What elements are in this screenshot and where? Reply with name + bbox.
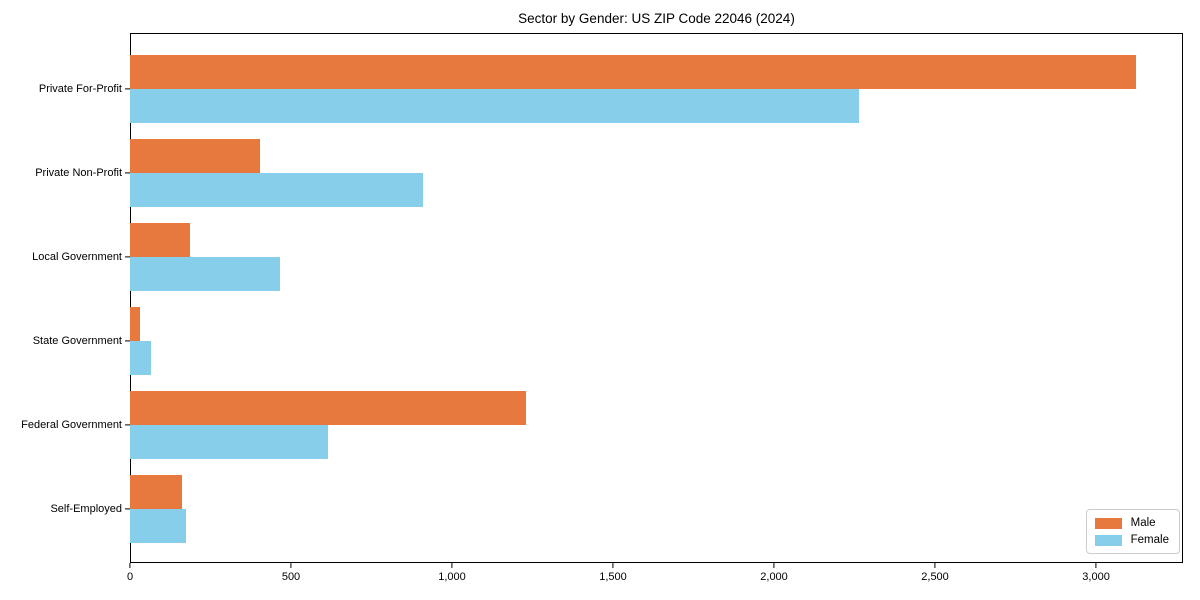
xtick-label-500: 500	[281, 571, 301, 583]
ytick-mark-private-non-profit	[125, 172, 130, 174]
ytick-label-self-employed: Self-Employed	[50, 503, 122, 515]
legend-entry-female: Female	[1094, 534, 1169, 546]
bar-male-self-employed	[130, 475, 182, 509]
ytick-label-state-government: State Government	[32, 335, 122, 347]
bar-female-state-government	[130, 341, 151, 375]
xtick-mark-0	[129, 563, 131, 568]
legend-label-male: Male	[1130, 517, 1156, 529]
ytick-label-private-for-profit: Private For-Profit	[38, 83, 122, 95]
xtick-mark-500	[290, 563, 292, 568]
xtick-mark-1500	[612, 563, 614, 568]
bar-male-federal-government	[130, 391, 527, 425]
ytick-label-local-government: Local Government	[32, 251, 122, 263]
legend: Male Female	[1085, 509, 1180, 554]
bar-female-federal-government	[130, 425, 329, 459]
bar-female-self-employed	[130, 509, 187, 543]
xtick-label-0: 0	[126, 571, 134, 583]
legend-label-female: Female	[1130, 534, 1169, 546]
xtick-label-2500: 2,500	[921, 571, 949, 583]
bar-male-private-for-profit	[130, 55, 1137, 89]
xtick-mark-1000	[451, 563, 453, 568]
bar-male-local-government	[130, 223, 190, 257]
ytick-mark-self-employed	[125, 508, 130, 510]
bar-male-state-government	[130, 307, 140, 341]
xtick-mark-2500	[934, 563, 936, 568]
ytick-mark-private-for-profit	[125, 88, 130, 90]
xtick-mark-3000	[1095, 563, 1097, 568]
xtick-label-2000: 2,000	[760, 571, 788, 583]
ytick-label-private-non-profit: Private Non-Profit	[35, 167, 122, 179]
bar-female-local-government	[130, 257, 280, 291]
chart-title: Sector by Gender: US ZIP Code 22046 (202…	[518, 11, 795, 26]
ytick-mark-federal-government	[125, 424, 130, 426]
bar-male-private-non-profit	[130, 139, 261, 173]
xtick-label-1000: 1,000	[438, 571, 466, 583]
ytick-mark-state-government	[125, 340, 130, 342]
xtick-mark-2000	[773, 563, 775, 568]
bar-female-private-non-profit	[130, 173, 424, 207]
legend-entry-male: Male	[1094, 517, 1169, 529]
xtick-label-3000: 3,000	[1082, 571, 1110, 583]
ytick-label-federal-government: Federal Government	[21, 419, 122, 431]
xtick-label-1500: 1,500	[599, 571, 627, 583]
legend-swatch-male	[1094, 517, 1122, 529]
bar-female-private-for-profit	[130, 89, 860, 123]
ytick-mark-local-government	[125, 256, 130, 258]
legend-swatch-female	[1094, 534, 1122, 546]
